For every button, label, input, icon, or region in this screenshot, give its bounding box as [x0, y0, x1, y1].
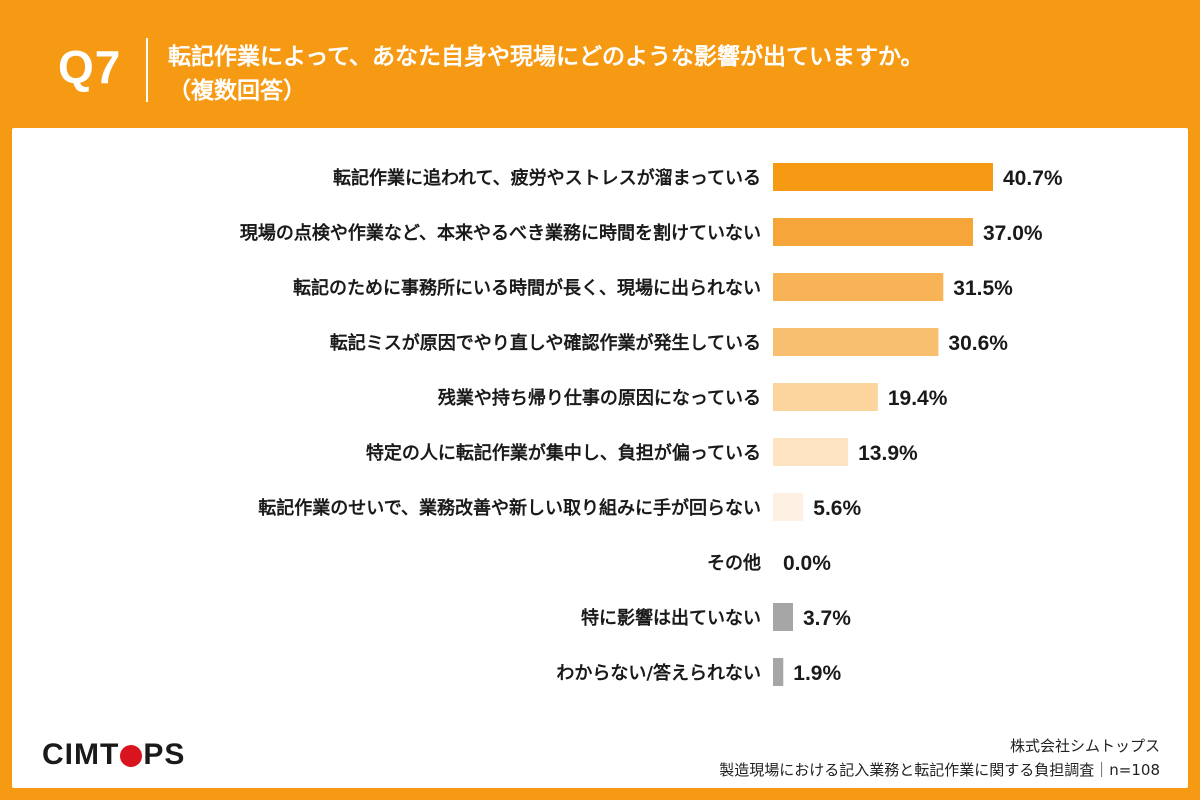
- category-label: その他: [707, 552, 761, 574]
- category-label: 転記ミスが原因でやり直しや確認作業が発生している: [330, 332, 761, 354]
- value-label: 1.9%: [793, 662, 841, 685]
- value-label: 31.5%: [953, 277, 1013, 300]
- bar: [773, 658, 784, 686]
- category-label: 現場の点検や作業など、本来やるべき業務に時間を割けていない: [240, 222, 761, 244]
- question-number: Q7: [58, 41, 122, 93]
- question-title-line1: 転記作業によって、あなた自身や現場にどのような影響が出ていますか。: [168, 44, 924, 70]
- header: Q7 転記作業によって、あなた自身や現場にどのような影響が出ていますか。 （複数…: [0, 0, 1200, 128]
- bar: [773, 383, 878, 411]
- survey-name: 製造現場における記入業務と転記作業に関する負担調査｜n=108: [719, 761, 1160, 779]
- chart-panel: 転記作業に追われて、疲労やストレスが溜まっている 40.7% 現場の点検や作業など、…: [12, 128, 1188, 788]
- value-label: 13.9%: [858, 442, 918, 465]
- value-label: 0.0%: [783, 552, 831, 575]
- bar: [773, 603, 793, 631]
- category-label: 転記作業に追われて、疲労やストレスが溜まっている: [333, 167, 761, 189]
- category-label: 残業や持ち帰り仕事の原因になっている: [438, 387, 761, 409]
- company-name: 株式会社シムトップス: [1009, 737, 1160, 755]
- cimtops-logo: CIMT PS: [42, 738, 185, 772]
- logo-text-start: CIMT: [42, 738, 120, 771]
- category-label: わからない/答えられない: [556, 662, 761, 684]
- logo-text-end: PS: [143, 738, 186, 771]
- bar: [773, 493, 804, 521]
- bar: [773, 438, 849, 466]
- value-label: 19.4%: [888, 387, 948, 410]
- bar: [773, 273, 944, 301]
- value-label: 5.6%: [813, 497, 861, 520]
- source-note: 株式会社シムトップス 製造現場における記入業務と転記作業に関する負担調査｜n=1…: [719, 734, 1160, 782]
- bar: [773, 163, 993, 191]
- value-label: 40.7%: [1003, 167, 1063, 190]
- bar-chart: 転記作業に追われて、疲労やストレスが溜まっている 40.7% 現場の点検や作業など、…: [240, 163, 1063, 686]
- value-label: 3.7%: [803, 607, 851, 630]
- bar: [773, 328, 939, 356]
- category-label: 特に影響は出ていない: [581, 607, 761, 629]
- question-title: 転記作業によって、あなた自身や現場にどのような影響が出ていますか。 （複数回答）: [168, 40, 924, 108]
- category-label: 転記のために事務所にいる時間が長く、現場に出られない: [293, 277, 761, 299]
- logo-o-dot: [120, 745, 143, 767]
- question-title-line2: （複数回答）: [168, 78, 306, 104]
- header-divider: [146, 38, 148, 102]
- category-label: 転記作業のせいで、業務改善や新しい取り組みに手が回らない: [258, 497, 761, 519]
- value-label: 37.0%: [983, 222, 1043, 245]
- bar: [773, 218, 973, 246]
- category-label: 特定の人に転記作業が集中し、負担が偏っている: [366, 442, 761, 464]
- value-label: 30.6%: [948, 332, 1008, 355]
